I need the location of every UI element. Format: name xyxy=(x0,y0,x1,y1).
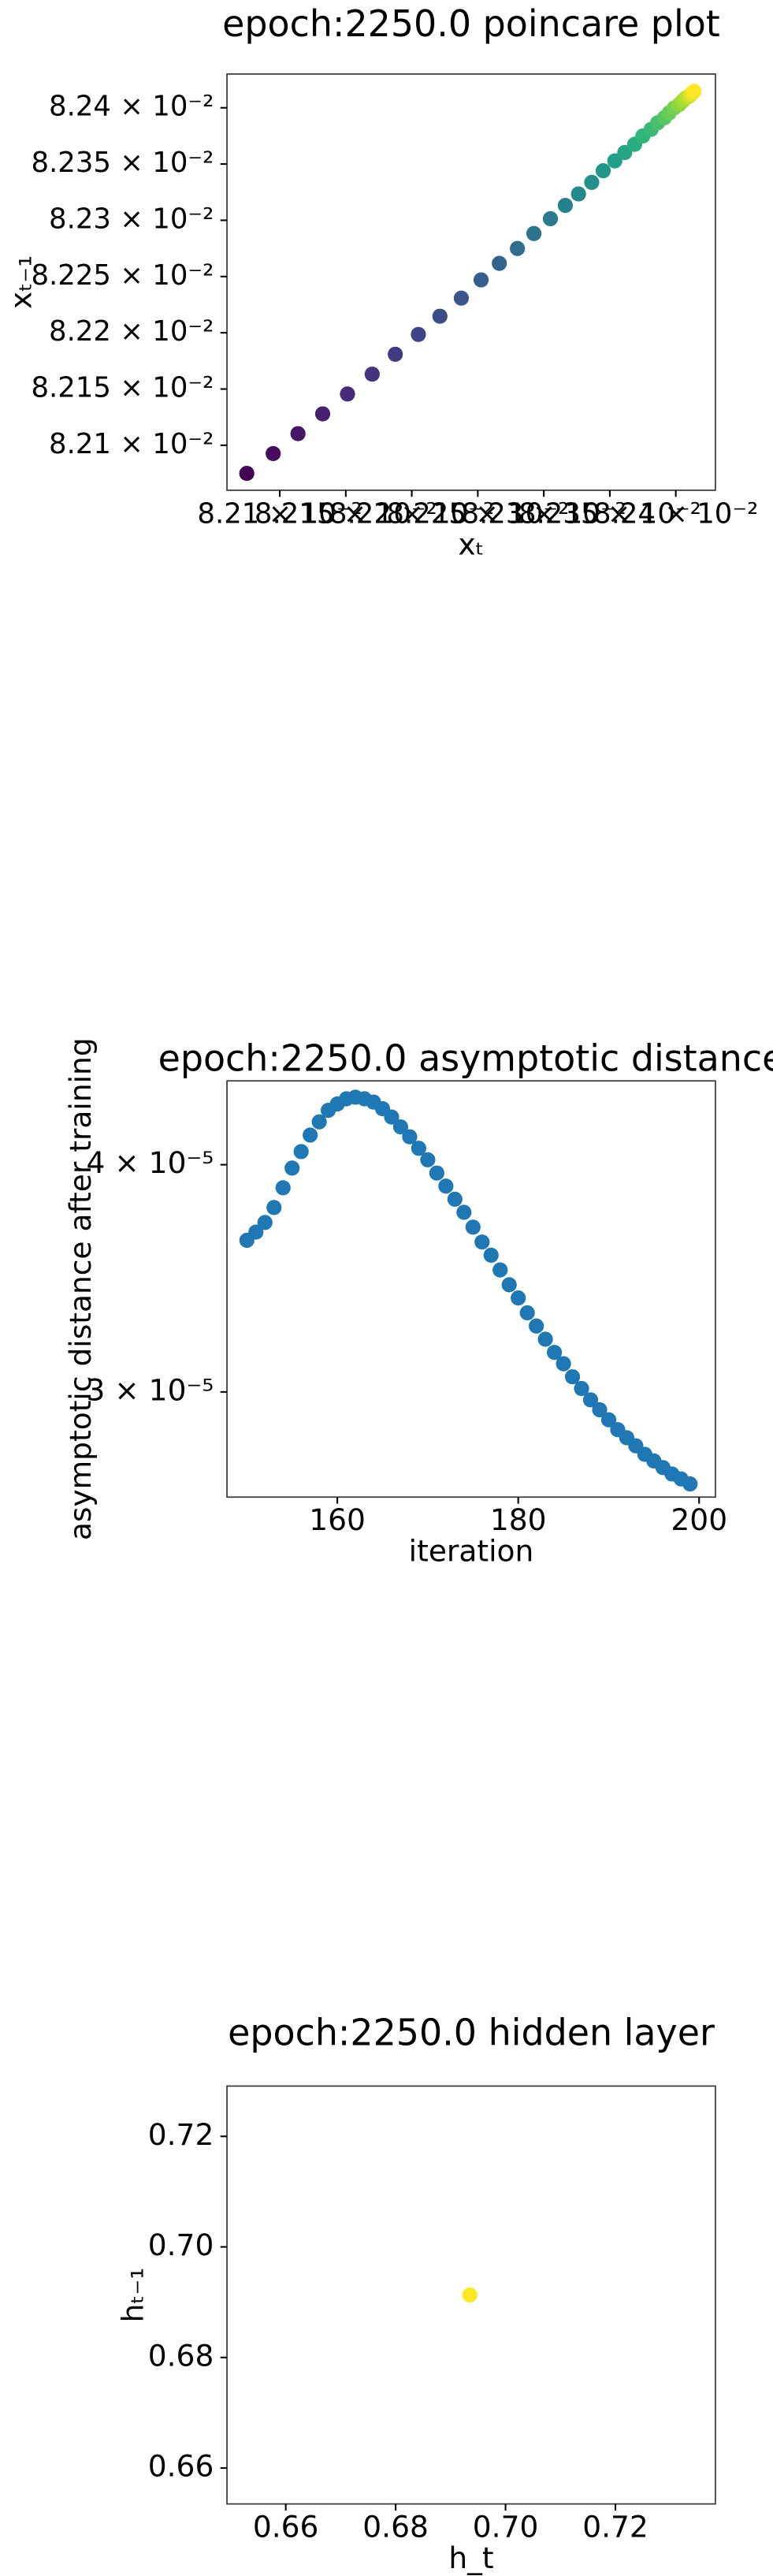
point xyxy=(511,1290,526,1306)
point xyxy=(275,1180,291,1196)
x-tick-label: 8.23 × 10⁻² xyxy=(461,497,626,530)
point xyxy=(492,1262,508,1278)
y-tick-label: 0.66 xyxy=(148,2449,214,2484)
point xyxy=(465,1219,481,1235)
y-tick-label: 8.24 × 10⁻² xyxy=(49,91,214,123)
point xyxy=(266,445,281,462)
x-tick-label: 0.72 xyxy=(582,2509,649,2544)
point xyxy=(456,1204,472,1220)
y-tick-label: 8.235 × 10⁻² xyxy=(31,147,214,179)
x-axis-label: xₜ xyxy=(458,527,484,561)
point xyxy=(340,386,355,402)
point xyxy=(248,1224,264,1240)
y-axis-label: asymptotic distance after training xyxy=(63,1037,98,1540)
x-axis-label: iteration xyxy=(409,1534,534,1569)
point xyxy=(402,1129,418,1145)
point xyxy=(239,465,255,482)
axes-frame xyxy=(226,1080,716,1498)
point xyxy=(483,1247,499,1264)
point xyxy=(600,1412,617,1428)
point xyxy=(473,272,489,288)
x-axis-label: h_t xyxy=(448,2541,493,2575)
point xyxy=(570,186,586,202)
y-tick-label: 8.215 × 10⁻² xyxy=(31,372,214,404)
point xyxy=(438,1178,454,1194)
point xyxy=(432,308,448,324)
point xyxy=(592,1402,608,1418)
point xyxy=(556,1356,571,1372)
y-axis-label: xₜ₋₁ xyxy=(4,255,39,309)
point xyxy=(519,1305,535,1321)
point xyxy=(542,210,559,227)
y-tick-label: 0.72 xyxy=(148,2117,214,2152)
x-tick-label: 0.70 xyxy=(473,2509,539,2544)
point xyxy=(492,255,507,271)
axes-frame xyxy=(226,2085,716,2505)
point xyxy=(284,1160,300,1176)
y-tick-label: 3 × 10⁻⁵ xyxy=(86,1372,214,1407)
y-tick-label: 8.22 × 10⁻² xyxy=(49,315,214,348)
point xyxy=(411,326,426,342)
point xyxy=(574,1380,589,1397)
y-tick-label: 0.70 xyxy=(148,2228,214,2262)
point xyxy=(474,1234,490,1250)
point xyxy=(266,1200,282,1215)
point xyxy=(682,1476,698,1492)
y-tick-label: 8.23 × 10⁻² xyxy=(49,203,214,235)
point xyxy=(607,153,622,169)
axes-frame xyxy=(226,73,716,491)
chart-title: epoch:2250.0 poincare plot xyxy=(222,2,720,45)
point xyxy=(582,1392,599,1408)
x-tick-label: 0.66 xyxy=(253,2509,319,2544)
x-tick-label: 8.235 × 10⁻² xyxy=(518,497,701,530)
point xyxy=(303,1127,318,1143)
point xyxy=(290,426,306,441)
point xyxy=(314,406,331,422)
x-tick-label: 8.24 × 10⁻² xyxy=(593,497,758,530)
y-tick-label: 0.68 xyxy=(148,2338,214,2373)
y-tick-label: 4 × 10⁻⁵ xyxy=(86,1145,214,1180)
y-tick-label: 8.225 × 10⁻² xyxy=(31,259,214,292)
y-axis-label: hₜ₋₁ xyxy=(116,2268,151,2323)
x-tick-label: 160 xyxy=(309,1502,366,1537)
point xyxy=(510,240,526,256)
y-tick-label: 8.21 × 10⁻² xyxy=(49,428,214,460)
x-tick-label: 200 xyxy=(671,1502,727,1537)
x-tick-label: 8.215 × 10⁻² xyxy=(255,497,437,530)
point xyxy=(392,1119,409,1135)
point xyxy=(584,174,600,190)
x-tick-label: 0.68 xyxy=(362,2509,429,2544)
x-tick-label: 8.21 × 10⁻² xyxy=(197,497,362,530)
point xyxy=(453,290,470,306)
point xyxy=(595,163,611,179)
point xyxy=(411,1141,427,1156)
point xyxy=(429,1165,444,1181)
point xyxy=(546,1345,563,1361)
point xyxy=(388,346,403,363)
point xyxy=(526,225,542,241)
x-tick-label: 180 xyxy=(490,1502,547,1537)
point xyxy=(257,1215,273,1230)
point xyxy=(293,1144,309,1160)
chart-title: epoch:2250.0 asymptotic distance xyxy=(158,1037,773,1080)
point xyxy=(311,1114,327,1130)
x-tick-label: 8.22 × 10⁻² xyxy=(329,497,494,530)
point xyxy=(364,367,380,382)
point xyxy=(557,198,574,214)
point xyxy=(501,1277,517,1293)
point xyxy=(384,1109,400,1125)
point xyxy=(462,2287,478,2303)
point xyxy=(420,1152,436,1167)
chart-title: epoch:2250.0 hidden layer xyxy=(228,2011,715,2053)
point xyxy=(529,1318,544,1334)
point xyxy=(686,84,702,99)
point xyxy=(564,1369,581,1385)
point xyxy=(537,1331,553,1347)
x-tick-label: 8.225 × 10⁻² xyxy=(386,497,569,530)
point xyxy=(447,1191,463,1207)
